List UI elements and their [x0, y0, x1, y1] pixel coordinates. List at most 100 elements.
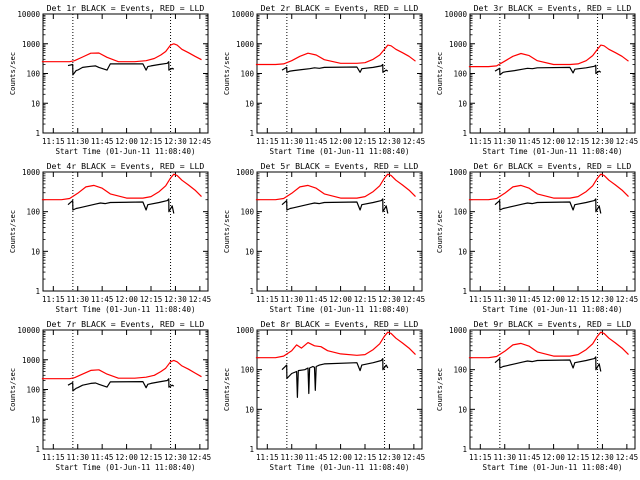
y-tick-label: 1000: [236, 40, 255, 49]
x-tick-label: 11:30: [493, 137, 516, 146]
y-tick-label: 1000: [449, 168, 468, 177]
y-axis-label: Counts/sec: [435, 210, 444, 253]
plot-frame: [256, 171, 423, 292]
chart-panel-9: Det 9r BLACK = Events, RED = LLD 1 10 100 10…: [435, 319, 638, 472]
x-tick-label: 11:45: [518, 295, 541, 304]
x-tick-label: 12:45: [403, 295, 426, 304]
y-tick-label: 1000: [449, 40, 468, 49]
y-axis-label: Counts/sec: [222, 368, 231, 411]
x-tick-label: 12:30: [164, 453, 187, 462]
y-tick-label: 100: [453, 208, 467, 217]
x-tick-label: 12:00: [115, 453, 138, 462]
x-axis-label: Start Time (01-Jun-11 11:08:40): [270, 305, 410, 314]
x-tick-label: 11:15: [256, 137, 279, 146]
x-tick-label: 12:45: [403, 137, 426, 146]
y-tick-label: 1000: [236, 168, 255, 177]
x-tick-label: 12:15: [140, 295, 163, 304]
x-tick-label: 12:00: [542, 453, 565, 462]
y-tick-label: 10: [458, 99, 468, 108]
x-tick-label: 12:15: [567, 137, 590, 146]
series-line-lld: [468, 173, 629, 201]
plot-frame: [469, 171, 636, 292]
x-tick-label: 11:15: [469, 453, 492, 462]
y-tick-label: 10: [458, 405, 468, 414]
plot-frame: [42, 171, 209, 292]
y-tick-label: 10: [31, 415, 41, 424]
y-tick-label: 1: [462, 445, 467, 454]
chart-panel-2: Det 2r BLACK = Events, RED = LLD 1 10 100 10…: [222, 3, 425, 156]
x-tick-label: 11:15: [469, 137, 492, 146]
series-line-lld: [41, 359, 202, 380]
x-axis-label: Start Time (01-Jun-11 11:08:40): [56, 463, 196, 472]
x-tick-label: 11:45: [518, 453, 541, 462]
plot-frame: [42, 329, 209, 450]
y-tick-label: 100: [240, 70, 254, 79]
plot-frame: [42, 13, 209, 134]
series-line-lld: [41, 43, 202, 63]
y-tick-label: 10000: [444, 10, 467, 19]
series-line-lld: [255, 44, 416, 66]
y-tick-label: 10000: [17, 10, 40, 19]
x-tick-label: 11:30: [66, 295, 89, 304]
y-tick-label: 1: [462, 129, 467, 138]
x-tick-label: 11:30: [280, 453, 303, 462]
x-tick-label: 11:45: [305, 453, 328, 462]
x-tick-label: 12:00: [115, 295, 138, 304]
x-tick-label: 12:45: [616, 137, 639, 146]
y-tick-label: 1000: [22, 40, 41, 49]
y-axis-label: Counts/sec: [8, 52, 17, 95]
chart-title: Det 1r BLACK = Events, RED = LLD: [47, 3, 205, 13]
chart-panel-5: Det 5r BLACK = Events, RED = LLD 1 10 100 10…: [222, 161, 425, 314]
series-line-lld: [41, 173, 202, 201]
y-tick-label: 1: [35, 129, 40, 138]
series-line-events: [67, 61, 175, 76]
x-axis-label: Start Time (01-Jun-11 11:08:40): [270, 147, 410, 156]
x-tick-label: 12:30: [591, 137, 614, 146]
y-tick-label: 1: [249, 129, 254, 138]
x-tick-label: 11:15: [256, 453, 279, 462]
x-axis-label: Start Time (01-Jun-11 11:08:40): [483, 305, 623, 314]
x-tick-label: 12:15: [140, 137, 163, 146]
chart-panel-3: Det 3r BLACK = Events, RED = LLD 1 10 100 10…: [435, 3, 638, 156]
series-line-lld: [468, 44, 629, 68]
series-line-events: [281, 198, 389, 214]
x-tick-label: 11:30: [493, 295, 516, 304]
y-axis-label: Counts/sec: [8, 210, 17, 253]
chart-title: Det 6r BLACK = Events, RED = LLD: [474, 161, 632, 171]
x-tick-label: 11:30: [280, 295, 303, 304]
y-tick-label: 1: [249, 445, 254, 454]
x-tick-label: 12:30: [591, 295, 614, 304]
x-axis-label: Start Time (01-Jun-11 11:08:40): [483, 147, 623, 156]
y-axis-label: Counts/sec: [222, 210, 231, 253]
chart-title: Det 3r BLACK = Events, RED = LLD: [474, 3, 632, 13]
y-tick-label: 100: [26, 386, 40, 395]
y-tick-label: 10: [31, 247, 41, 256]
x-axis-label: Start Time (01-Jun-11 11:08:40): [56, 147, 196, 156]
x-tick-label: 11:15: [42, 453, 65, 462]
y-tick-label: 10000: [17, 326, 40, 335]
x-tick-label: 12:45: [189, 137, 212, 146]
y-tick-label: 10: [245, 247, 255, 256]
x-tick-label: 12:45: [616, 453, 639, 462]
x-tick-label: 11:45: [91, 453, 114, 462]
y-axis-label: Counts/sec: [222, 52, 231, 95]
series-line-lld: [255, 173, 416, 201]
x-tick-label: 11:30: [66, 137, 89, 146]
x-tick-label: 12:00: [329, 295, 352, 304]
y-tick-label: 100: [26, 208, 40, 217]
y-tick-label: 1: [462, 287, 467, 296]
series-line-events: [281, 358, 389, 398]
series-line-events: [494, 198, 602, 214]
x-axis-label: Start Time (01-Jun-11 11:08:40): [483, 463, 623, 472]
y-tick-label: 1: [249, 287, 254, 296]
x-tick-label: 12:30: [378, 137, 401, 146]
y-axis-label: Counts/sec: [435, 52, 444, 95]
x-tick-label: 12:30: [378, 453, 401, 462]
y-tick-label: 10: [458, 247, 468, 256]
x-tick-label: 11:45: [305, 295, 328, 304]
chart-panel-4: Det 4r BLACK = Events, RED = LLD 1 10 100 10…: [8, 161, 211, 314]
x-tick-label: 12:00: [115, 137, 138, 146]
chart-panel-6: Det 6r BLACK = Events, RED = LLD 1 10 100 10…: [435, 161, 638, 314]
series-line-events: [494, 356, 602, 372]
